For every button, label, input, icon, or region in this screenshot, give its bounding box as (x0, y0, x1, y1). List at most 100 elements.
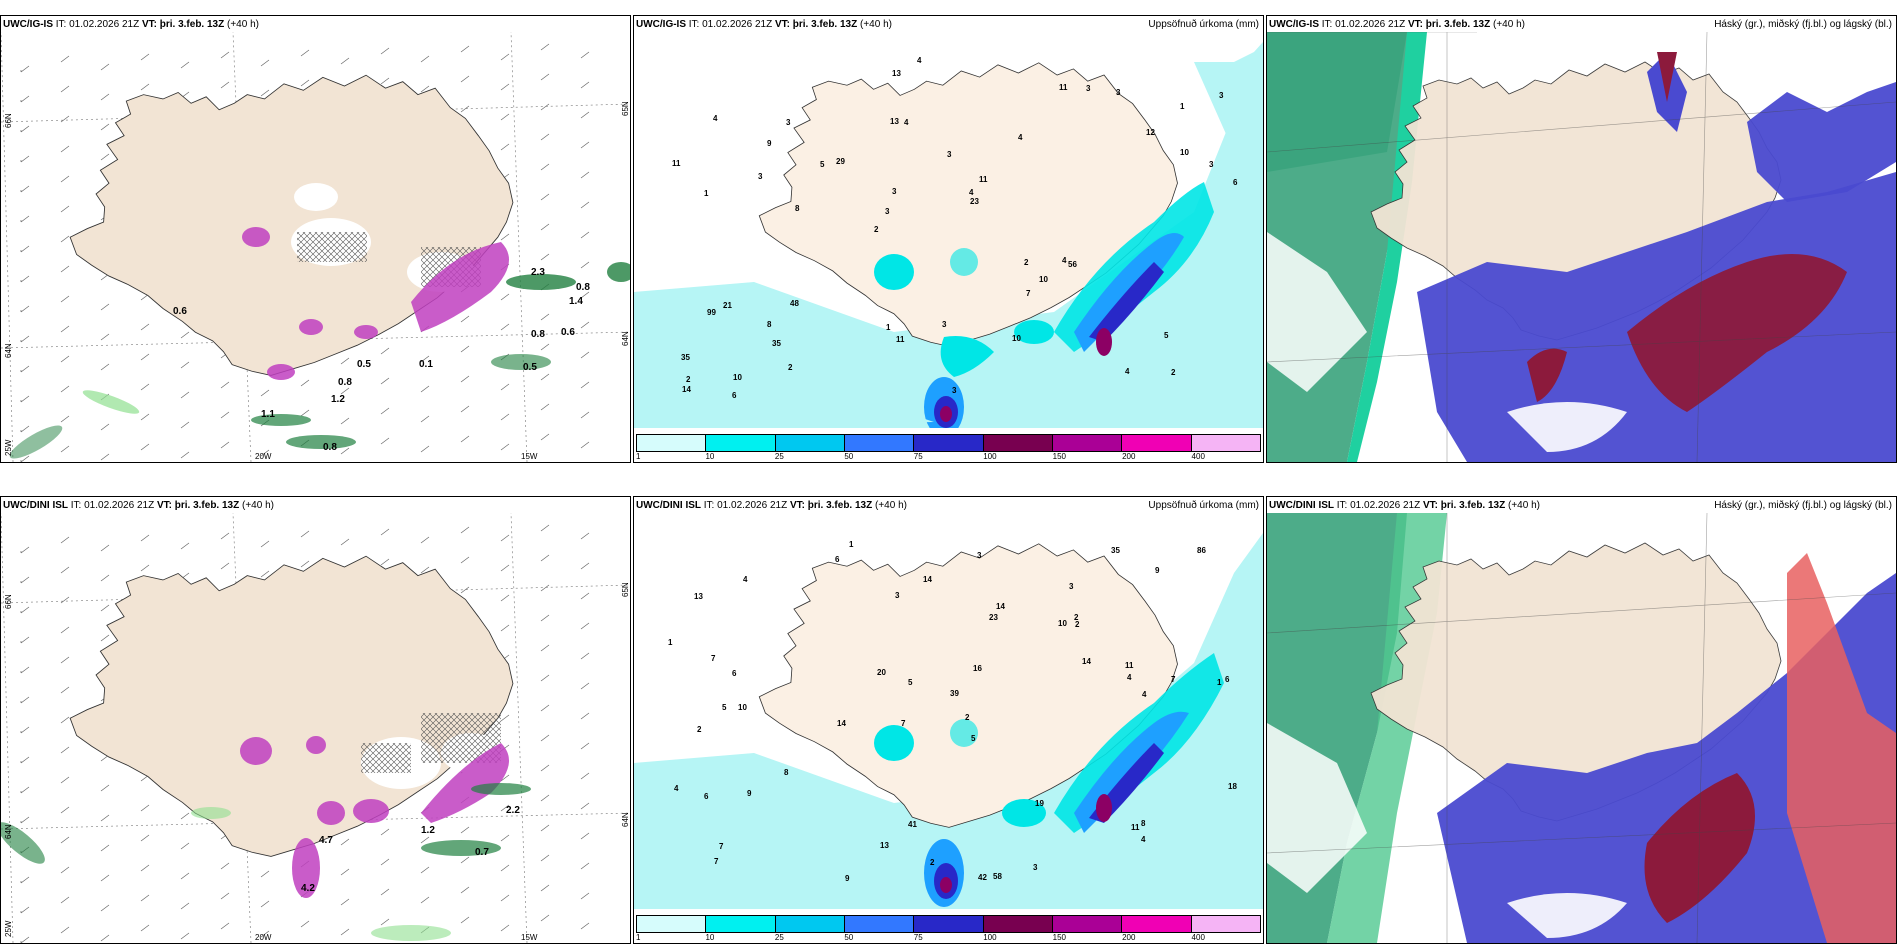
precip-value: 11 (1125, 661, 1134, 670)
it-value: 01.02.2026 21Z (1350, 500, 1421, 511)
lat-label: 66N (4, 113, 13, 128)
precip-value: 4 (1127, 673, 1132, 682)
precip-value: 4 (969, 188, 974, 197)
colorbar-tick: 50 (844, 933, 854, 942)
colorbar-swatch (983, 916, 1053, 932)
colorbar (636, 915, 1261, 933)
value-label: 0.7 (475, 847, 489, 858)
precip-value: 11 (979, 175, 988, 184)
precip-value: 7 (901, 719, 906, 728)
precip-value: 1 (668, 638, 673, 647)
colorbar-swatch (1052, 435, 1123, 451)
model-name: UWC/IG-IS (1269, 19, 1319, 30)
panel-header: UWC/DINI ISL IT: 01.02.2026 21Z VT: þri.… (3, 500, 274, 511)
precip-value: 4 (713, 114, 718, 123)
colorbar-swatch (775, 916, 845, 932)
precip-value: 3 (947, 150, 952, 159)
it-label: IT: (688, 19, 700, 30)
panel-wind-bottom: UWC/DINI ISL IT: 01.02.2026 21Z VT: þri.… (0, 496, 631, 944)
precip-value: 3 (1219, 91, 1224, 100)
precip-value: 20 (877, 668, 886, 677)
panel-precip-top: UWC/IG-IS IT: 01.02.2026 21Z VT: þri. 3.… (633, 15, 1264, 463)
colorbar-tick: 25 (774, 933, 784, 942)
panel-header: UWC/IG-IS IT: 01.02.2026 21Z VT: þri. 3.… (1269, 19, 1525, 30)
lat-label: 65N (621, 101, 630, 116)
precip-value: 3 (786, 118, 791, 127)
precip-value: 5 (971, 734, 976, 743)
precip-value: 9 (767, 139, 772, 148)
value-label: 0.6 (561, 327, 575, 338)
value-label: 0.5 (357, 359, 371, 370)
colorbar-tick: 1 (636, 452, 641, 461)
precip-value: 14 (682, 385, 691, 394)
value-label: 2.3 (531, 267, 545, 278)
precip-value: 2 (686, 375, 691, 384)
panel-title: Uppsöfnuð úrkoma (mm) (1148, 500, 1259, 511)
lead-time: (+40 h) (227, 19, 259, 30)
lon-label: 20W (255, 452, 272, 461)
precip-value: 14 (1082, 657, 1091, 666)
precip-value: 2 (1024, 258, 1029, 267)
precip-value: 35 (1111, 546, 1120, 555)
precip-value: 1 (704, 189, 709, 198)
precip-value: 4 (1062, 256, 1067, 265)
precip-value: 2 (697, 725, 702, 734)
colorbar-tick: 10 (705, 933, 715, 942)
vt-value: þri. 3.feb. 13Z (174, 500, 240, 511)
precip-value: 14 (996, 602, 1005, 611)
colorbar-ticks: 1 10 25 50 75 100 150 200 400 (636, 452, 1261, 462)
colorbar-swatch (706, 916, 776, 932)
precip-value: 3 (942, 320, 947, 329)
value-label: 1.2 (331, 394, 345, 405)
colorbar (636, 434, 1261, 452)
precip-value: 18 (1228, 782, 1237, 791)
precip-value: 58 (993, 872, 1002, 881)
it-label: IT: (1321, 19, 1333, 30)
precip-value: 23 (989, 613, 998, 622)
colorbar-swatch (1052, 916, 1123, 932)
precip-value: 3 (1209, 160, 1214, 169)
precip-value: 3 (1116, 88, 1121, 97)
precip-value: 16 (973, 664, 982, 673)
precip-value: 7 (711, 654, 716, 663)
precip-value: 3 (758, 172, 763, 181)
precip-value: 10 (1058, 619, 1067, 628)
colorbar-ticks: 1 10 25 50 75 100 150 200 400 (636, 933, 1261, 943)
colorbar-swatch (775, 435, 845, 451)
precip-value: 21 (723, 301, 732, 310)
precip-value: 11 (1131, 823, 1140, 832)
it-label: IT: (55, 19, 67, 30)
vt-label: VT: (774, 19, 790, 30)
panel-header: UWC/DINI ISL IT: 01.02.2026 21Z VT: þri.… (636, 500, 907, 511)
lead-time: (+40 h) (1508, 500, 1540, 511)
precip-value: 7 (1171, 675, 1176, 684)
value-label: 1.2 (421, 825, 435, 836)
colorbar-swatch (1122, 435, 1192, 451)
colorbar-swatch (1122, 916, 1192, 932)
precip-value: 4 (743, 575, 748, 584)
cloud-map (1267, 513, 1896, 943)
precip-value: 48 (790, 299, 799, 308)
precip-value: 7 (719, 842, 724, 851)
vt-value: þri. 3.feb. 13Z (807, 500, 873, 511)
model-name: UWC/DINI ISL (1269, 500, 1334, 511)
precip-value: 8 (795, 204, 800, 213)
panel-clouds-top: UWC/IG-IS IT: 01.02.2026 21Z VT: þri. 3.… (1266, 15, 1897, 463)
precip-value: 6 (1233, 178, 1238, 187)
colorbar-swatch (983, 435, 1053, 451)
colorbar-tick: 100 (983, 933, 997, 942)
colorbar-tick: 100 (983, 452, 997, 461)
colorbar-swatch (637, 916, 707, 932)
precip-value: 2 (874, 225, 879, 234)
lat-label: 64N (4, 343, 13, 358)
precip-value: 13 (880, 841, 889, 850)
precip-value: 5 (722, 703, 727, 712)
precip-value: 2 (788, 363, 793, 372)
precip-value: 7 (1026, 289, 1031, 298)
model-name: UWC/IG-IS (636, 19, 686, 30)
colorbar-swatch (914, 916, 984, 932)
precip-value: 1 (1180, 102, 1185, 111)
precip-value: 56 (1068, 260, 1077, 269)
precip-value: 4 (1142, 690, 1147, 699)
lead-time: (+40 h) (860, 19, 892, 30)
